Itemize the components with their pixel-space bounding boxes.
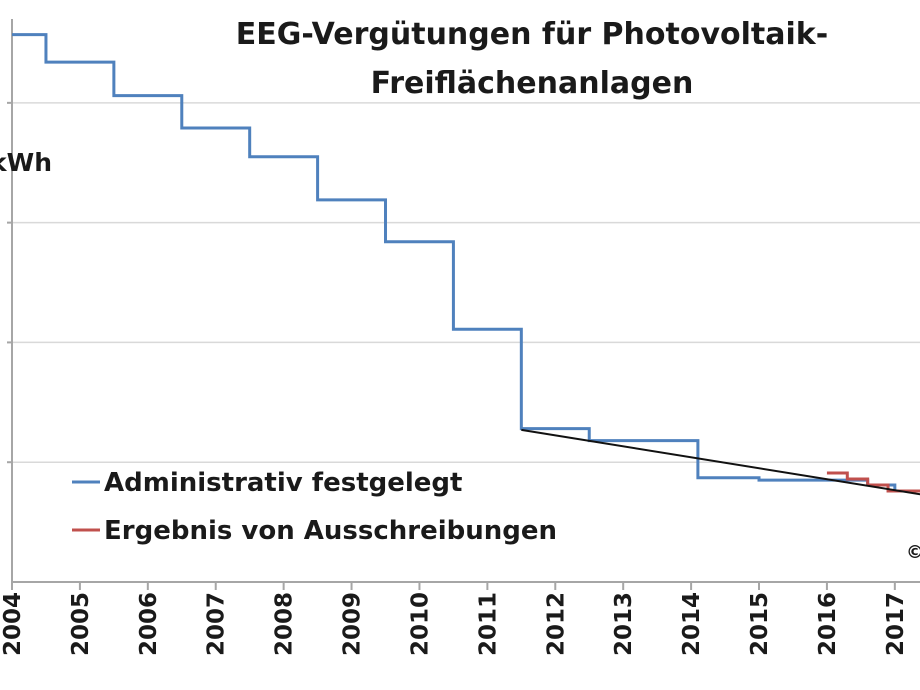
series-layer xyxy=(12,33,920,496)
x-tick-label: 2005 xyxy=(68,592,94,656)
x-tick-label: 2009 xyxy=(340,592,366,656)
x-tick-label: 2004 xyxy=(0,592,26,656)
x-tick-labels: 2004 2005 2006 2007 2008 2009 2010 2011 2012 2013… xyxy=(0,592,909,656)
x-tick-label: 2015 xyxy=(747,592,773,656)
x-tick-label: 2014 xyxy=(679,592,705,656)
series-line-ausschreibungen xyxy=(826,471,920,493)
legend: Administrativ festgelegt Ergebnis von Au… xyxy=(72,468,557,546)
x-tick-marks xyxy=(7,101,896,590)
x-tick-label: 2010 xyxy=(407,592,433,656)
x-tick-label: 2016 xyxy=(815,592,841,656)
x-tick-label: 2011 xyxy=(475,592,501,656)
grid-lines xyxy=(12,102,920,463)
x-tick-label: 2007 xyxy=(204,592,230,656)
x-tick-label: 2017 xyxy=(883,592,909,656)
y-axis-label: kWh xyxy=(0,148,52,177)
chart-title-line1: EEG-Vergütungen für Photovoltaik- xyxy=(236,17,828,52)
x-tick-label: 2008 xyxy=(272,592,298,656)
legend-label-ausschreibungen: Ergebnis von Ausschreibungen xyxy=(104,516,557,546)
chart-title-line2: Freiflächenanlagen xyxy=(371,66,694,101)
legend-label-administrativ: Administrativ festgelegt xyxy=(104,468,462,498)
x-tick-label: 2012 xyxy=(543,592,569,656)
trend-line xyxy=(521,428,920,496)
x-tick-label: 2006 xyxy=(136,592,162,656)
x-tick-label: 2013 xyxy=(611,592,637,656)
copyright-mark: © xyxy=(906,542,920,563)
